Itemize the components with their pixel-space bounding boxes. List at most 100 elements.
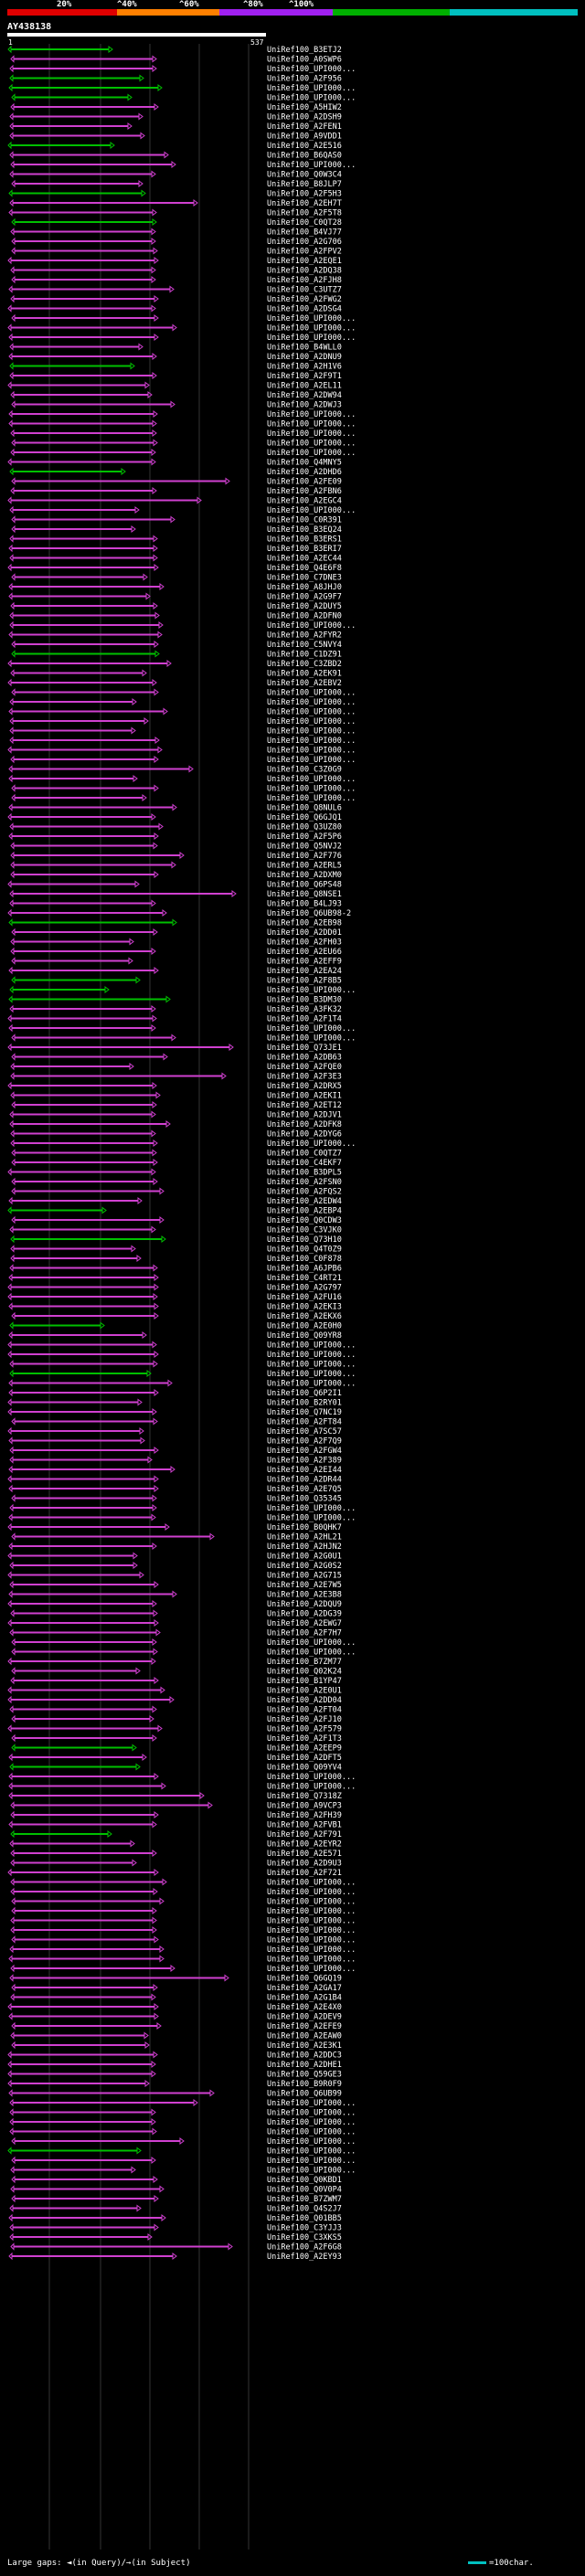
hit-row[interactable]: UniRef100_A2DB63 bbox=[11, 1053, 342, 1063]
hit-row[interactable]: UniRef100_Q8NSE1 bbox=[9, 889, 342, 899]
hit-row[interactable]: UniRef100_B8JLP7 bbox=[11, 179, 342, 189]
hit-row[interactable]: UniRef100_UPI000... bbox=[11, 2156, 356, 2166]
hit-row[interactable]: UniRef100_B2RY01 bbox=[7, 1398, 342, 1408]
hit-row[interactable]: UniRef100_A2DQU9 bbox=[7, 1599, 342, 1609]
hit-row[interactable]: UniRef100_UPI000... bbox=[9, 716, 356, 726]
hit-row[interactable]: UniRef100_UPI000... bbox=[9, 985, 356, 995]
hit-row[interactable]: UniRef100_Q0W3C4 bbox=[9, 170, 342, 180]
hit-row[interactable]: UniRef100_A2EKX6 bbox=[11, 1311, 342, 1321]
hit-row[interactable]: UniRef100_UPI000... bbox=[7, 1350, 356, 1360]
hit-row[interactable]: UniRef100_UPI000... bbox=[8, 1772, 356, 1782]
hit-row[interactable]: UniRef100_C3UTZ7 bbox=[8, 285, 342, 295]
hit-row[interactable]: UniRef100_UPI000... bbox=[11, 439, 356, 449]
hit-row[interactable]: UniRef100_A2EFE9 bbox=[11, 2021, 342, 2031]
hit-row[interactable]: UniRef100_B7ZWM7 bbox=[11, 2194, 342, 2204]
hit-row[interactable]: UniRef100_A2H1V6 bbox=[9, 362, 342, 372]
hit-row[interactable]: UniRef100_UPI000... bbox=[9, 505, 356, 515]
hit-row[interactable]: UniRef100_A2EKI3 bbox=[8, 1302, 342, 1312]
hit-row[interactable]: UniRef100_UPI000... bbox=[11, 1034, 356, 1044]
hit-row[interactable]: UniRef100_A2EY93 bbox=[8, 2252, 342, 2262]
hit-row[interactable]: UniRef100_A2F6G8 bbox=[10, 2242, 342, 2253]
hit-row[interactable]: UniRef100_B4LJ93 bbox=[9, 899, 342, 909]
hit-row[interactable]: UniRef100_A2FJ10 bbox=[11, 1714, 342, 1724]
hit-row[interactable]: UniRef100_UPI000... bbox=[9, 1360, 356, 1370]
hit-row[interactable]: UniRef100_A2FVB1 bbox=[8, 1820, 342, 1830]
hit-row[interactable]: UniRef100_B3ETJ2 bbox=[7, 45, 342, 55]
hit-row[interactable]: UniRef100_UPI000... bbox=[10, 448, 356, 458]
hit-row[interactable]: UniRef100_UPI000... bbox=[8, 774, 356, 784]
hit-row[interactable]: UniRef100_A2E0U1 bbox=[7, 1686, 342, 1696]
hit-row[interactable]: UniRef100_A8JHJ0 bbox=[8, 582, 342, 592]
hit-row[interactable]: UniRef100_Q59GE3 bbox=[7, 2070, 342, 2080]
hit-row[interactable]: UniRef100_B3ERS1 bbox=[9, 535, 342, 545]
hit-row[interactable]: UniRef100_UPI000... bbox=[8, 1955, 356, 1965]
hit-row[interactable]: UniRef100_Q73JE1 bbox=[7, 1043, 342, 1053]
hit-row[interactable]: UniRef100_Q6PS48 bbox=[7, 880, 342, 890]
hit-row[interactable]: UniRef100_B1YP47 bbox=[10, 1676, 342, 1686]
hit-row[interactable]: UniRef100_UPI000... bbox=[11, 1935, 356, 1945]
hit-row[interactable]: UniRef100_Q4S2J7 bbox=[9, 2204, 342, 2214]
hit-row[interactable]: UniRef100_Q8NUL6 bbox=[8, 803, 342, 813]
hit-row[interactable]: UniRef100_A2EH7T bbox=[9, 198, 342, 208]
hit-row[interactable]: UniRef100_A2FPV2 bbox=[11, 247, 342, 257]
hit-row[interactable]: UniRef100_A2F7Q9 bbox=[8, 1436, 342, 1447]
hit-row[interactable]: UniRef100_C3Z0G9 bbox=[8, 765, 342, 775]
hit-row[interactable]: UniRef100_UPI000... bbox=[9, 2108, 356, 2118]
hit-row[interactable]: UniRef100_A5HIW2 bbox=[10, 102, 342, 112]
hit-row[interactable]: UniRef100_A2G9F7 bbox=[8, 592, 342, 602]
hit-row[interactable]: UniRef100_A2DFK8 bbox=[9, 1119, 342, 1129]
hit-row[interactable]: UniRef100_A2G715 bbox=[7, 1571, 342, 1581]
hit-row[interactable]: UniRef100_UPI000... bbox=[10, 429, 356, 439]
hit-row[interactable]: UniRef100_A2F9T1 bbox=[9, 371, 342, 381]
hit-row[interactable]: UniRef100_A2F7H7 bbox=[9, 1628, 342, 1638]
hit-row[interactable]: UniRef100_A2FGW4 bbox=[9, 1446, 342, 1456]
hit-row[interactable]: UniRef100_Q6UB98-2 bbox=[7, 908, 351, 918]
hit-row[interactable]: UniRef100_A2F721 bbox=[7, 1868, 342, 1878]
hit-row[interactable]: UniRef100_B3DM30 bbox=[8, 995, 342, 1005]
hit-row[interactable]: UniRef100_Q0CDW3 bbox=[11, 1215, 342, 1225]
hit-row[interactable]: UniRef100_UPI000... bbox=[7, 746, 356, 756]
hit-row[interactable]: UniRef100_A2GA17 bbox=[11, 1983, 342, 1993]
hit-row[interactable]: UniRef100_UPI000... bbox=[9, 64, 356, 74]
hit-row[interactable]: UniRef100_Q4MNY5 bbox=[7, 458, 342, 468]
hit-row[interactable]: UniRef100_A2FT04 bbox=[9, 1705, 342, 1715]
hit-row[interactable]: UniRef100_UPI000... bbox=[7, 1341, 356, 1351]
hit-row[interactable]: UniRef100_UPI000... bbox=[7, 2147, 356, 2157]
hit-row[interactable]: UniRef100_A2FJH8 bbox=[11, 275, 342, 285]
hit-row[interactable]: UniRef100_A2FBN6 bbox=[10, 486, 342, 496]
hit-row[interactable]: UniRef100_A2F956 bbox=[9, 74, 342, 84]
hit-row[interactable]: UniRef100_A9VDD1 bbox=[9, 132, 342, 142]
hit-row[interactable]: UniRef100_UPI000... bbox=[10, 1878, 356, 1888]
hit-row[interactable]: UniRef100_Q7NC19 bbox=[7, 1407, 342, 1417]
hit-row[interactable]: UniRef100_A2DDC3 bbox=[7, 2051, 342, 2061]
hit-row[interactable]: UniRef100_A2EU66 bbox=[10, 947, 342, 957]
hit-row[interactable]: UniRef100_UPI000... bbox=[11, 1897, 356, 1907]
hit-row[interactable]: UniRef100_A2EQE1 bbox=[7, 256, 342, 266]
hit-row[interactable]: UniRef100_C1DZ91 bbox=[11, 650, 342, 660]
hit-row[interactable]: UniRef100_A2FH39 bbox=[10, 1810, 342, 1820]
hit-row[interactable]: UniRef100_C5NVY4 bbox=[11, 640, 342, 650]
hit-row[interactable]: UniRef100_Q5NVJ2 bbox=[10, 842, 342, 852]
hit-row[interactable]: UniRef100_A2DQ38 bbox=[10, 266, 342, 276]
hit-row[interactable]: UniRef100_A2DUY5 bbox=[10, 601, 342, 611]
hit-row[interactable]: UniRef100_UPI000... bbox=[10, 755, 356, 765]
hit-row[interactable]: UniRef100_A2DD04 bbox=[7, 1695, 342, 1705]
hit-row[interactable]: UniRef100_B9R0F9 bbox=[7, 2079, 342, 2089]
hit-row[interactable]: UniRef100_Q09YV4 bbox=[9, 1763, 342, 1773]
hit-row[interactable]: UniRef100_A2FU16 bbox=[7, 1292, 342, 1302]
hit-row[interactable]: UniRef100_A2DWJ3 bbox=[11, 400, 342, 410]
hit-row[interactable]: UniRef100_UPI000... bbox=[8, 409, 356, 419]
hit-row[interactable]: UniRef100_Q02K24 bbox=[11, 1667, 342, 1677]
hit-row[interactable]: UniRef100_A2DG39 bbox=[10, 1609, 342, 1619]
hit-row[interactable]: UniRef100_A2DR44 bbox=[7, 1475, 342, 1485]
hit-row[interactable]: UniRef100_Q6UB99 bbox=[8, 2089, 342, 2099]
hit-row[interactable]: UniRef100_C3ZBD2 bbox=[7, 659, 342, 669]
hit-row[interactable]: UniRef100_A2DFT5 bbox=[8, 1753, 342, 1763]
hit-row[interactable]: UniRef100_A2FH03 bbox=[10, 938, 342, 948]
hit-row[interactable]: UniRef100_UPI000... bbox=[10, 1916, 356, 1926]
hit-row[interactable]: UniRef100_B4VJ77 bbox=[10, 228, 342, 238]
hit-row[interactable]: UniRef100_UPI000... bbox=[11, 688, 356, 698]
hit-row[interactable]: UniRef100_A2D9U3 bbox=[10, 1859, 342, 1869]
hit-row[interactable]: UniRef100_A2HJN2 bbox=[8, 1542, 342, 1552]
hit-row[interactable]: UniRef100_A2FYR2 bbox=[8, 631, 342, 641]
